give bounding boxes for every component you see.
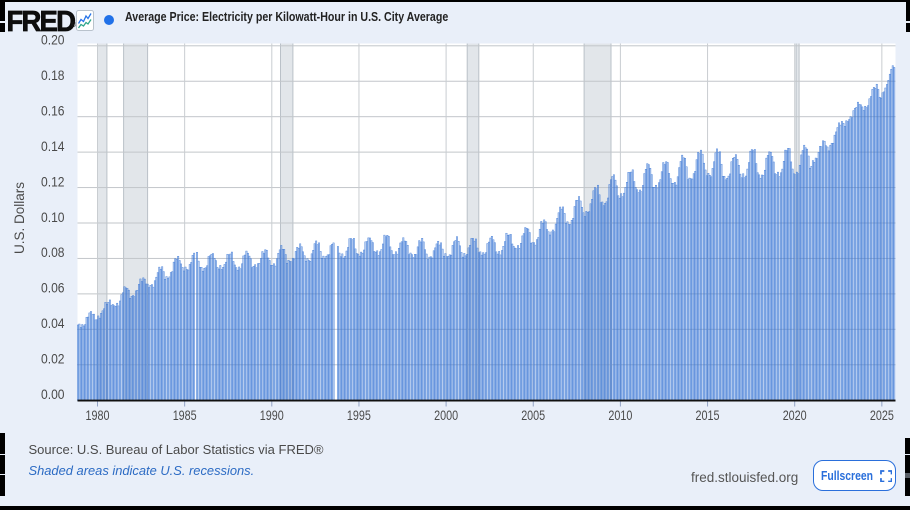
svg-text:1995: 1995 bbox=[347, 408, 371, 423]
svg-text:0.06: 0.06 bbox=[41, 281, 65, 296]
svg-text:0.16: 0.16 bbox=[41, 104, 65, 119]
svg-text:0.12: 0.12 bbox=[41, 174, 65, 189]
svg-text:0.20: 0.20 bbox=[41, 33, 65, 48]
svg-text:1980: 1980 bbox=[86, 408, 110, 423]
svg-text:0.00: 0.00 bbox=[41, 387, 65, 402]
svg-text:2025: 2025 bbox=[870, 408, 894, 423]
svg-text:0.08: 0.08 bbox=[41, 245, 65, 260]
svg-text:0.18: 0.18 bbox=[41, 68, 65, 83]
svg-text:2005: 2005 bbox=[521, 408, 545, 423]
svg-text:2010: 2010 bbox=[608, 408, 632, 423]
svg-text:2000: 2000 bbox=[434, 408, 458, 423]
svg-text:0.04: 0.04 bbox=[41, 316, 65, 331]
svg-text:0.02: 0.02 bbox=[41, 352, 65, 367]
svg-text:1990: 1990 bbox=[260, 408, 284, 423]
svg-text:0.10: 0.10 bbox=[41, 210, 65, 225]
svg-text:0.14: 0.14 bbox=[41, 139, 65, 154]
svg-text:1985: 1985 bbox=[173, 408, 197, 423]
svg-text:2020: 2020 bbox=[783, 408, 807, 423]
svg-text:U.S. Dollars: U.S. Dollars bbox=[12, 182, 27, 254]
svg-text:2015: 2015 bbox=[696, 408, 720, 423]
